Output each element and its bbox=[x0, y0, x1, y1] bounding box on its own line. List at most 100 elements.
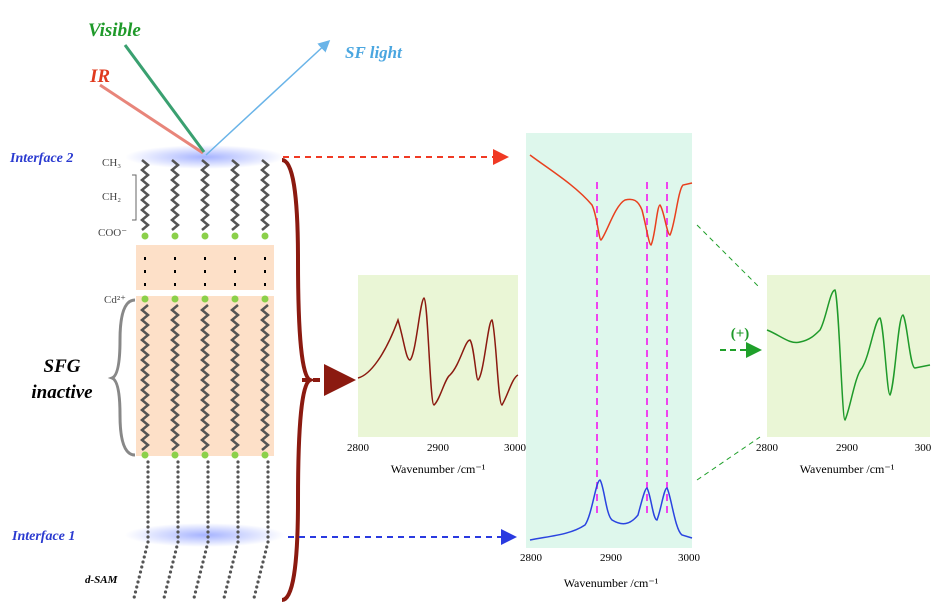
chain-part bbox=[262, 555, 266, 559]
chain-part bbox=[146, 525, 150, 529]
chain-part bbox=[144, 283, 146, 286]
chain-part bbox=[133, 590, 138, 594]
chain-part bbox=[206, 495, 210, 499]
chain-part bbox=[228, 570, 233, 574]
chain-part bbox=[206, 520, 210, 524]
chain-part bbox=[171, 295, 179, 303]
chain-part bbox=[234, 283, 236, 286]
chain-part bbox=[176, 495, 180, 499]
chain-part bbox=[266, 470, 270, 474]
chain-part bbox=[266, 535, 270, 539]
panel-bg bbox=[526, 133, 692, 548]
chain-part bbox=[146, 495, 150, 499]
chain-part bbox=[260, 565, 264, 569]
chain-part bbox=[236, 535, 240, 539]
chain-part bbox=[146, 535, 150, 539]
chain-part bbox=[236, 460, 240, 464]
chain-part bbox=[174, 270, 176, 273]
chain-part bbox=[255, 585, 259, 589]
sfg-label: SFG bbox=[44, 356, 81, 377]
chain-part bbox=[176, 485, 180, 489]
chain-part bbox=[196, 580, 200, 584]
interface1-glow bbox=[125, 523, 285, 547]
chain-part bbox=[176, 460, 180, 464]
chain-part bbox=[252, 595, 256, 599]
chain-part bbox=[176, 535, 180, 539]
chain-part bbox=[174, 257, 176, 260]
chain-part bbox=[206, 510, 210, 514]
chain-part bbox=[176, 515, 180, 519]
sf-beam bbox=[205, 39, 331, 156]
chain-part bbox=[253, 590, 258, 594]
chain-part bbox=[202, 555, 206, 559]
chain-part bbox=[141, 560, 145, 564]
chain-part bbox=[236, 495, 240, 499]
chain-part bbox=[176, 540, 180, 544]
chain-part bbox=[236, 540, 240, 544]
chain-part bbox=[263, 550, 268, 554]
chain-part bbox=[264, 283, 266, 286]
chain-part bbox=[146, 515, 150, 519]
chain-part bbox=[140, 159, 150, 231]
chain-part bbox=[174, 283, 176, 286]
chain-part bbox=[171, 560, 175, 564]
chain-part bbox=[236, 525, 240, 529]
interface2-glow bbox=[125, 145, 285, 169]
chain-part bbox=[192, 595, 196, 599]
chain-part bbox=[176, 525, 180, 529]
chain-part bbox=[170, 565, 174, 569]
tick-label: 3000 bbox=[504, 442, 527, 454]
chain-part bbox=[176, 500, 180, 504]
chain-part bbox=[204, 257, 206, 260]
chain-part bbox=[236, 465, 240, 469]
chain-part bbox=[204, 270, 206, 273]
chain-part bbox=[266, 505, 270, 509]
axis-label: Wavenumber /cm⁻¹ bbox=[391, 462, 486, 476]
chain-part bbox=[146, 500, 150, 504]
chain-part bbox=[236, 515, 240, 519]
sfg-label: inactive bbox=[31, 382, 93, 403]
chain-part bbox=[172, 555, 176, 559]
chain-part bbox=[167, 575, 171, 579]
chain-part bbox=[165, 585, 169, 589]
gray-brace bbox=[107, 298, 136, 457]
chain-part bbox=[140, 304, 150, 451]
chain-part bbox=[136, 580, 140, 584]
chain-part bbox=[266, 540, 270, 544]
chain-part bbox=[266, 530, 270, 534]
chain-part bbox=[146, 530, 150, 534]
chain-part bbox=[201, 451, 209, 459]
guide-line bbox=[696, 436, 761, 481]
chain-part bbox=[225, 585, 229, 589]
spacer-layer bbox=[136, 245, 274, 290]
bracket bbox=[132, 174, 137, 221]
chain-part bbox=[140, 565, 144, 569]
chain-part bbox=[206, 530, 210, 534]
chain-part bbox=[236, 475, 240, 479]
group-label: COO⁻ bbox=[98, 227, 127, 239]
chain-part bbox=[206, 535, 210, 539]
visible-label: Visible bbox=[88, 20, 141, 41]
chain-part bbox=[266, 475, 270, 479]
chain-part bbox=[201, 232, 209, 240]
sf-label: SF light bbox=[345, 43, 403, 62]
chain-part bbox=[206, 475, 210, 479]
chain-part bbox=[258, 570, 263, 574]
chain-part bbox=[176, 480, 180, 484]
tick-label: 2800 bbox=[520, 552, 543, 564]
tick-label: 2900 bbox=[427, 442, 450, 454]
ir-beam bbox=[99, 83, 204, 155]
chain-part bbox=[206, 465, 210, 469]
chain-part bbox=[200, 159, 210, 231]
chain-part bbox=[261, 560, 265, 564]
chain-part bbox=[176, 520, 180, 524]
chain-part bbox=[264, 270, 266, 273]
chain-part bbox=[141, 232, 149, 240]
tick-label: 2800 bbox=[756, 442, 779, 454]
group-label: CH₂ bbox=[102, 191, 121, 203]
tick-label: 300 bbox=[915, 442, 932, 454]
chain-part bbox=[146, 465, 150, 469]
chain-part bbox=[266, 500, 270, 504]
chain-part bbox=[135, 585, 139, 589]
chain-part bbox=[176, 505, 180, 509]
